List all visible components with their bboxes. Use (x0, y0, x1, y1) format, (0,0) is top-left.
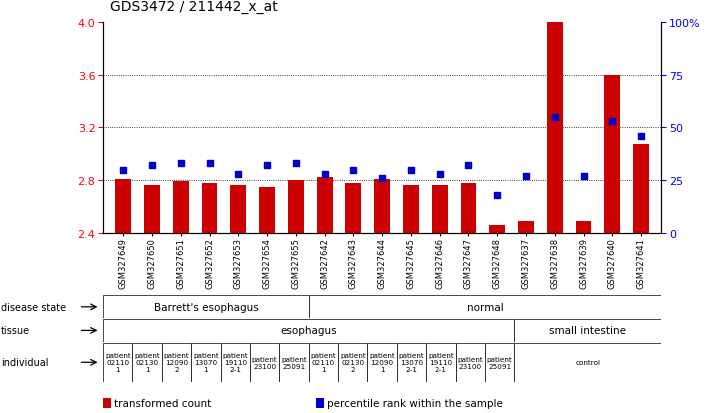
Point (204, 161, 215, 167)
Text: patient
23100: patient 23100 (252, 356, 277, 369)
Text: patient
13070
2-1: patient 13070 2-1 (399, 352, 424, 373)
Bar (338, 343, 368, 382)
Text: patient
12090
2: patient 12090 2 (164, 352, 189, 373)
Bar (547, 23, 562, 233)
Bar (288, 181, 304, 233)
Bar (514, 343, 661, 382)
Bar (103, 319, 514, 342)
Point (405, 167, 417, 173)
Bar (485, 343, 514, 382)
Point (578, 173, 589, 180)
Text: patient
02130
2: patient 02130 2 (340, 352, 365, 373)
Point (290, 161, 301, 167)
Text: patient
02110
1: patient 02110 1 (105, 352, 131, 373)
Point (175, 161, 186, 167)
Bar (162, 343, 191, 382)
Text: patient
12090
1: patient 12090 1 (369, 352, 395, 373)
Bar (576, 221, 592, 233)
Bar (346, 183, 361, 233)
Bar (132, 343, 162, 382)
Bar (432, 186, 448, 233)
Text: Barrett's esophagus: Barrett's esophagus (154, 302, 258, 312)
Point (549, 114, 560, 121)
Bar (403, 186, 419, 233)
Bar (368, 343, 397, 382)
Bar (316, 178, 333, 233)
Text: control: control (575, 359, 600, 366)
Bar (489, 225, 505, 233)
Text: patient
02110
1: patient 02110 1 (311, 352, 336, 373)
Bar (173, 182, 188, 233)
Point (434, 171, 445, 178)
Point (636, 133, 647, 140)
Text: esophagus: esophagus (280, 325, 337, 336)
Point (377, 175, 388, 182)
Bar (279, 343, 309, 382)
Bar (230, 186, 246, 233)
Text: patient
25091: patient 25091 (487, 356, 513, 369)
Text: patient
02130
1: patient 02130 1 (134, 352, 160, 373)
Text: patient
19110
2-1: patient 19110 2-1 (223, 352, 248, 373)
Bar (518, 221, 534, 233)
Text: patient
13070
1: patient 13070 1 (193, 352, 219, 373)
Point (319, 171, 331, 178)
Bar (103, 343, 132, 382)
Bar (103, 296, 309, 318)
Bar (144, 186, 160, 233)
Bar (604, 75, 620, 233)
Bar (397, 343, 426, 382)
Bar (260, 187, 275, 233)
Point (146, 163, 158, 169)
Bar (220, 343, 250, 382)
Bar (461, 183, 476, 233)
Point (348, 167, 359, 173)
Text: percentile rank within the sample: percentile rank within the sample (327, 398, 503, 408)
Point (262, 163, 273, 169)
Bar (514, 319, 661, 342)
Text: patient
23100: patient 23100 (457, 356, 483, 369)
Bar (456, 343, 485, 382)
Point (491, 192, 503, 199)
Text: patient
19110
2-1: patient 19110 2-1 (428, 352, 454, 373)
Text: tissue: tissue (1, 325, 30, 336)
Text: GDS3472 / 211442_x_at: GDS3472 / 211442_x_at (110, 0, 278, 14)
Text: transformed count: transformed count (114, 398, 211, 408)
Text: normal: normal (466, 302, 503, 312)
Point (117, 167, 129, 173)
Text: individual: individual (1, 357, 48, 368)
Text: disease state: disease state (1, 302, 66, 312)
Bar (309, 343, 338, 382)
Text: patient
25091: patient 25091 (281, 356, 307, 369)
Point (232, 171, 244, 178)
Bar (202, 183, 218, 233)
Bar (426, 343, 456, 382)
Point (606, 119, 618, 125)
Bar (634, 145, 649, 233)
Bar (309, 296, 661, 318)
Text: small intestine: small intestine (550, 325, 626, 336)
Point (520, 173, 532, 180)
Bar (250, 343, 279, 382)
Bar (191, 343, 220, 382)
Bar (115, 179, 131, 233)
Point (463, 163, 474, 169)
Bar (374, 179, 390, 233)
